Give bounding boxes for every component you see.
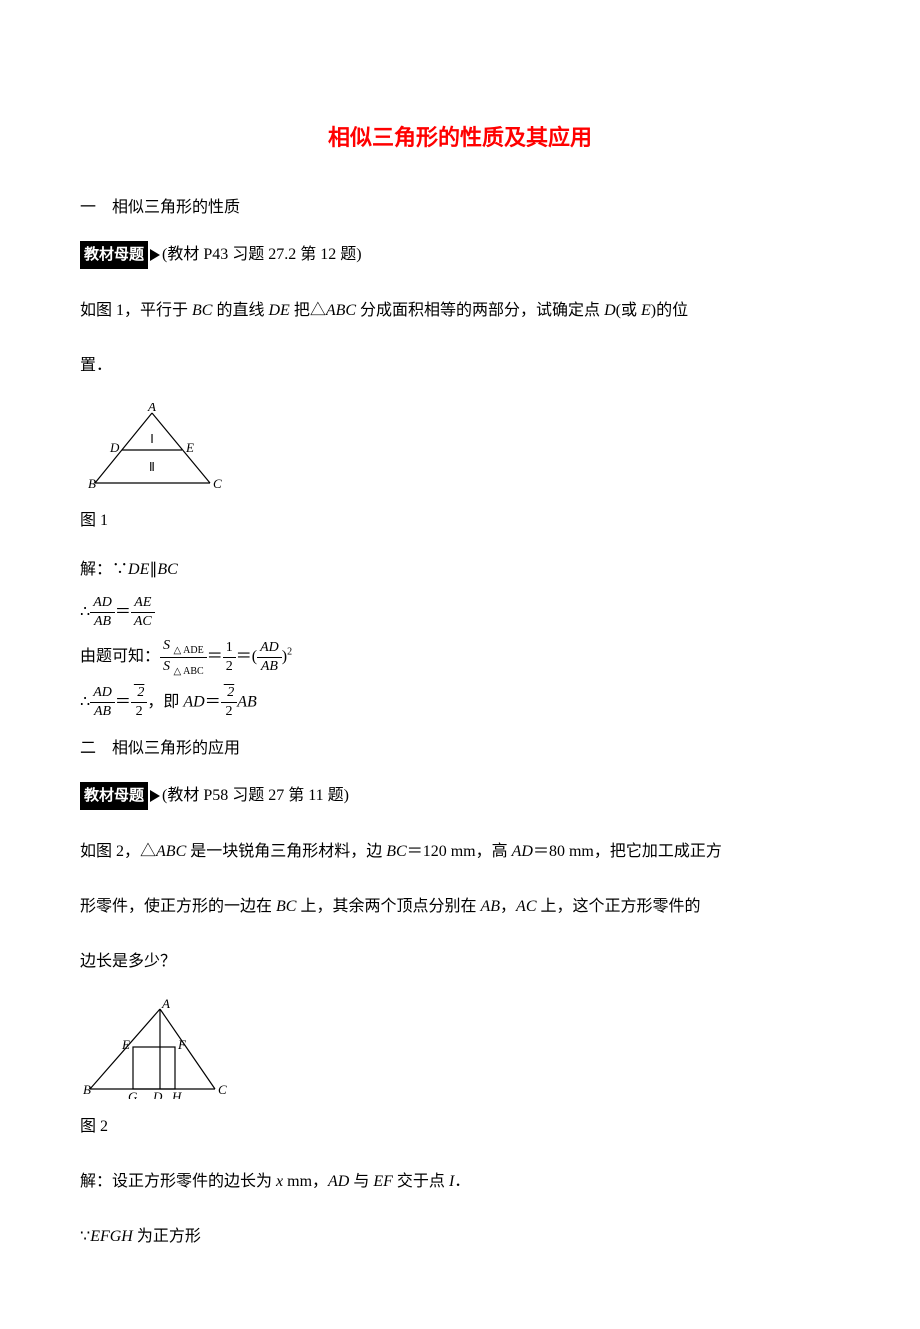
svg-text:E: E xyxy=(185,440,194,455)
svg-text:Ⅰ: Ⅰ xyxy=(150,432,154,446)
ref-1: (教材 P43 习题 27.2 第 12 题) xyxy=(162,246,362,263)
svg-text:H: H xyxy=(171,1089,182,1099)
svg-text:D: D xyxy=(152,1089,163,1099)
badge-line-2: 教材母题 (教材 P58 习题 27 第 11 题) xyxy=(80,782,840,810)
svg-text:E: E xyxy=(121,1037,130,1052)
svg-text:A: A xyxy=(147,403,156,414)
solution-2-line1: 解：设正方形零件的边长为 x mm，AD 与 EF 交于点 I． xyxy=(80,1160,840,1205)
solution-1-line4: ∴ADAB＝ 22，即 AD＝ 22AB xyxy=(80,684,840,721)
badge-line-1: 教材母题 (教材 P43 习题 27.2 第 12 题) xyxy=(80,241,840,269)
problem-1b: 置． xyxy=(80,344,840,389)
svg-text:C: C xyxy=(213,476,222,491)
solution-2-line2: ∵EFGH 为正方形 xyxy=(80,1215,840,1260)
svg-text:D: D xyxy=(109,440,120,455)
section-1-header: 一 相似三角形的性质 xyxy=(80,195,840,221)
svg-text:Ⅱ: Ⅱ xyxy=(149,460,155,474)
solution-1-line3: 由题可知：S △ ADES △ ABC＝12＝(ADAB)2 xyxy=(80,637,840,678)
problem-2-line2: 形零件，使正方形的一边在 BC 上，其余两个顶点分别在 AB，AC 上，这个正方… xyxy=(80,885,840,930)
arrow-icon-2 xyxy=(150,790,160,802)
svg-text:B: B xyxy=(83,1082,91,1097)
svg-text:C: C xyxy=(218,1082,227,1097)
figure-1: A B C D E Ⅰ Ⅱ xyxy=(80,403,840,493)
badge-2: 教材母题 xyxy=(80,782,148,810)
svg-text:F: F xyxy=(177,1037,187,1052)
svg-text:B: B xyxy=(88,476,96,491)
arrow-icon xyxy=(150,249,160,261)
svg-text:G: G xyxy=(128,1089,138,1099)
badge-1: 教材母题 xyxy=(80,241,148,269)
figure-2: A B C E F G D H xyxy=(80,999,840,1099)
problem-2-line1: 如图 2，△ABC 是一块锐角三角形材料，边 BC＝120 mm，高 AD＝80… xyxy=(80,830,840,875)
section-2-header: 二 相似三角形的应用 xyxy=(80,736,840,762)
problem-1: 如图 1，平行于 BC 的直线 DE 把△ABC 分成面积相等的两部分，试确定点… xyxy=(80,289,840,334)
figure-1-caption: 图 1 xyxy=(80,508,840,534)
problem-2-line3: 边长是多少？ xyxy=(80,940,840,985)
figure-2-caption: 图 2 xyxy=(80,1114,840,1140)
solution-1-line2: ∴ADAB＝AEAC xyxy=(80,594,840,631)
ref-2: (教材 P58 习题 27 第 11 题) xyxy=(162,787,349,804)
page-title: 相似三角形的性质及其应用 xyxy=(80,120,840,155)
solution-1-line1: 解：∵DE∥BC xyxy=(80,554,840,586)
svg-text:A: A xyxy=(161,999,170,1011)
